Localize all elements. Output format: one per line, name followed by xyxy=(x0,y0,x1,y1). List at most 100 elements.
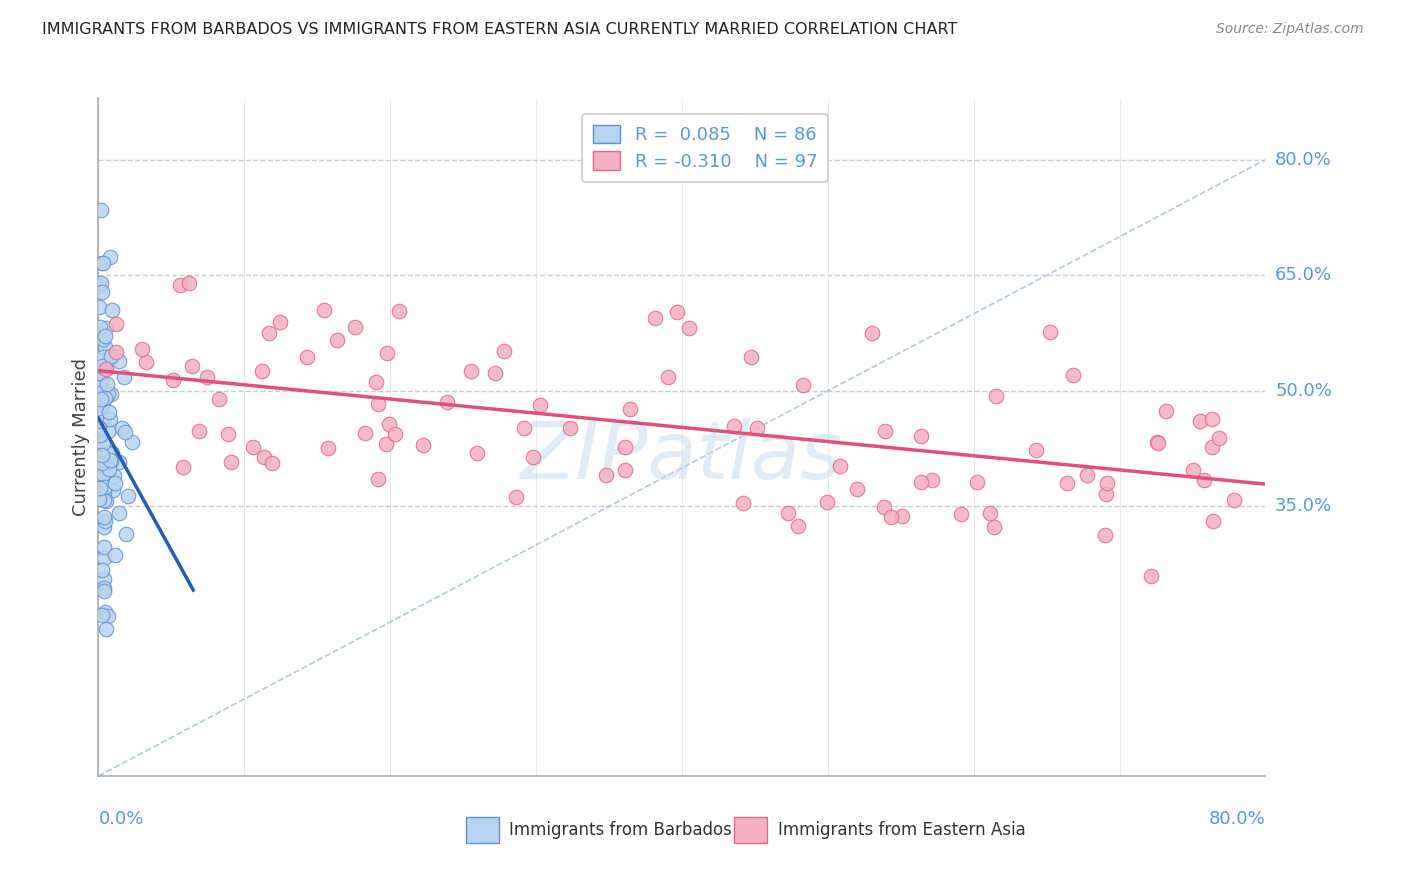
Point xyxy=(1095,487,1118,501)
Point xyxy=(101,303,124,318)
Text: 50.0%: 50.0% xyxy=(1275,382,1331,400)
Point xyxy=(512,420,534,434)
Point xyxy=(269,315,291,329)
Point xyxy=(1192,473,1215,487)
Point xyxy=(100,349,122,363)
Point xyxy=(873,500,896,514)
Point xyxy=(259,326,281,341)
Point xyxy=(1154,404,1177,418)
Point xyxy=(388,304,411,318)
Text: 80.0%: 80.0% xyxy=(1275,151,1331,169)
Point xyxy=(93,362,115,376)
Point xyxy=(505,490,527,504)
Point xyxy=(94,479,117,493)
Point xyxy=(860,326,883,340)
Point xyxy=(325,333,347,347)
Point xyxy=(1208,431,1230,445)
Point xyxy=(723,419,745,434)
Point xyxy=(1188,414,1211,428)
Point xyxy=(377,417,399,432)
Point xyxy=(112,369,135,384)
Point xyxy=(93,510,115,524)
Point xyxy=(93,551,115,566)
Point xyxy=(94,361,117,376)
Point xyxy=(666,305,689,319)
Point xyxy=(91,458,114,473)
Point xyxy=(93,540,115,554)
Point xyxy=(93,492,115,507)
Point xyxy=(1056,475,1078,490)
Point xyxy=(100,387,122,401)
Point xyxy=(374,437,396,451)
Point xyxy=(181,359,204,373)
Point xyxy=(776,506,799,520)
Point xyxy=(467,446,489,460)
Point xyxy=(90,372,112,386)
Point xyxy=(891,509,914,524)
Point xyxy=(114,425,136,439)
Point xyxy=(792,377,814,392)
Point xyxy=(93,360,115,375)
Point xyxy=(1201,411,1223,425)
Point xyxy=(90,392,112,406)
Point xyxy=(375,346,398,360)
Point xyxy=(921,473,943,487)
Point xyxy=(91,435,114,450)
Point xyxy=(103,469,125,483)
Point xyxy=(97,609,120,624)
Point xyxy=(93,583,115,598)
Point xyxy=(100,446,122,460)
Point xyxy=(747,420,769,434)
Point xyxy=(94,329,117,343)
Text: 35.0%: 35.0% xyxy=(1275,498,1333,516)
Y-axis label: Currently Married: Currently Married xyxy=(72,358,90,516)
Point xyxy=(949,507,972,521)
Point xyxy=(87,279,110,293)
Point xyxy=(217,427,239,442)
Point xyxy=(250,364,273,378)
Point xyxy=(208,392,231,406)
Point xyxy=(90,448,112,462)
Point xyxy=(1181,462,1204,476)
Point xyxy=(1076,467,1098,482)
Point xyxy=(295,350,318,364)
Point xyxy=(253,450,276,464)
Point xyxy=(97,405,120,419)
Point xyxy=(89,380,111,394)
Point xyxy=(121,435,143,450)
Point xyxy=(101,483,124,498)
Point xyxy=(91,350,114,364)
Point xyxy=(93,572,115,586)
Text: ZIPatlas: ZIPatlas xyxy=(520,418,844,497)
Point xyxy=(1025,443,1047,458)
FancyBboxPatch shape xyxy=(465,817,499,843)
Text: 65.0%: 65.0% xyxy=(1275,267,1331,285)
Point xyxy=(436,394,458,409)
Point xyxy=(91,256,114,270)
Point xyxy=(657,369,679,384)
Point xyxy=(91,256,114,270)
Point xyxy=(108,354,131,368)
Point xyxy=(89,476,111,491)
Point xyxy=(98,453,121,467)
Legend: R =  0.085    N = 86, R = -0.310    N = 97: R = 0.085 N = 86, R = -0.310 N = 97 xyxy=(582,114,828,181)
Point xyxy=(966,475,988,489)
Point xyxy=(103,548,125,562)
Point xyxy=(846,482,869,496)
Point xyxy=(1140,568,1163,582)
Point xyxy=(94,514,117,528)
Point xyxy=(90,456,112,470)
Point xyxy=(1201,440,1223,454)
Point xyxy=(983,520,1005,534)
Point xyxy=(1094,528,1116,542)
Point xyxy=(111,421,134,435)
Point xyxy=(108,506,131,520)
Point xyxy=(104,345,127,359)
Point xyxy=(830,458,852,473)
Point xyxy=(910,428,932,442)
Point xyxy=(93,484,115,499)
Point xyxy=(787,519,810,533)
Point xyxy=(93,412,115,426)
Point xyxy=(613,440,636,454)
Point xyxy=(89,374,111,388)
